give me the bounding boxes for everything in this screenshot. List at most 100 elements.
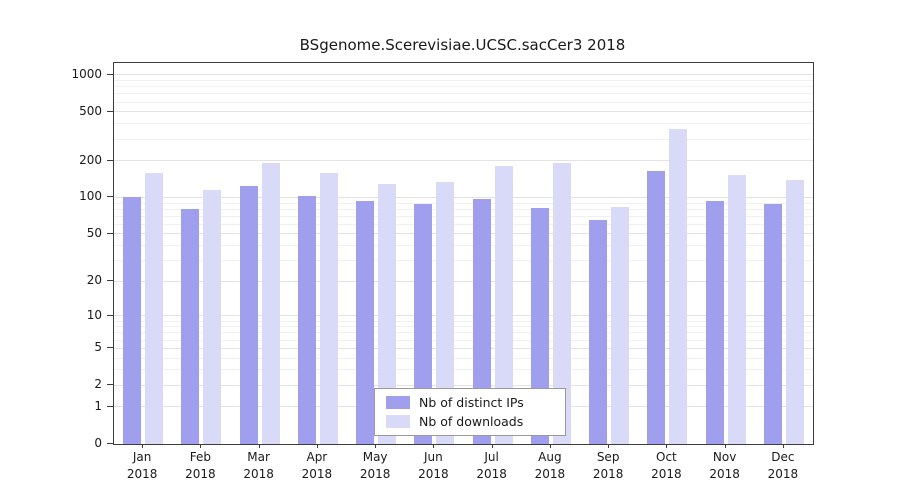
bar-distinct-ips — [647, 170, 666, 444]
plot-area — [113, 62, 814, 445]
y-axis-tick-label: 200 — [79, 152, 102, 167]
gridline-minor — [114, 93, 813, 95]
gridline-minor — [114, 339, 813, 341]
x-label-month: Nov — [712, 450, 737, 464]
x-axis-tick-mark — [200, 444, 202, 448]
x-axis-tick-mark — [258, 444, 260, 448]
x-label-year: 2018 — [592, 467, 624, 481]
legend-item-distinct-ips: Nb of distinct IPs — [386, 395, 554, 410]
x-label-month: Feb — [189, 450, 211, 464]
y-axis-tick-mark — [107, 196, 113, 198]
bar-distinct-ips — [705, 201, 724, 444]
x-label-month: Jul — [484, 450, 499, 464]
bar-downloads — [203, 190, 222, 444]
x-axis-label: May 2018 — [345, 449, 405, 483]
gridline-major — [114, 111, 813, 113]
x-axis-tick-mark — [666, 444, 668, 448]
x-label-year: 2018 — [243, 467, 274, 481]
y-axis-tick-label: 2 — [94, 377, 102, 392]
x-axis-label: Apr 2018 — [287, 449, 347, 483]
y-axis-tick-label: 0 — [94, 436, 102, 450]
gridline-minor — [114, 86, 813, 88]
x-label-year: 2018 — [767, 467, 799, 481]
x-label-month: Jun — [424, 450, 443, 464]
chart-title: BSgenome.Scerevisiae.UCSC.sacCer3 2018 — [299, 36, 626, 54]
x-label-month: Oct — [656, 450, 677, 464]
gridline-minor — [114, 260, 813, 262]
x-label-year: 2018 — [651, 467, 682, 481]
x-label-year: 2018 — [476, 467, 507, 481]
x-axis-tick-mark — [608, 444, 610, 448]
x-axis-tick-mark — [316, 444, 318, 448]
bar-downloads — [669, 128, 688, 444]
x-label-year: 2018 — [126, 467, 158, 481]
y-axis-tick-mark — [107, 314, 113, 316]
y-axis-tick-mark — [107, 232, 113, 234]
x-axis-tick-mark — [724, 444, 726, 448]
x-label-month: Aug — [538, 450, 562, 464]
gridline-minor — [114, 332, 813, 334]
gridline-minor — [114, 80, 813, 82]
bar-distinct-ips — [356, 201, 375, 444]
gridline-minor — [114, 245, 813, 247]
bar-distinct-ips — [297, 195, 316, 444]
x-axis-tick-mark — [549, 444, 551, 448]
legend: Nb of distinct IPs Nb of downloads — [374, 388, 566, 436]
y-axis-tick-label: 20 — [86, 273, 102, 288]
gridline-minor — [114, 202, 813, 204]
x-label-month: Dec — [771, 450, 795, 464]
bar-distinct-ips — [239, 185, 258, 444]
x-label-month: Jan — [132, 450, 152, 464]
bar-distinct-ips — [123, 197, 142, 444]
y-axis-tick-label: 1 — [94, 398, 102, 413]
gridline-minor — [114, 320, 813, 322]
legend-swatch-distinct-ips — [386, 396, 410, 409]
gridline-minor — [114, 138, 813, 140]
bar-downloads — [261, 163, 280, 444]
x-axis-label: Dec 2018 — [753, 449, 813, 483]
gridline-minor — [114, 326, 813, 328]
bar-downloads — [785, 179, 804, 444]
gridline-minor — [114, 101, 813, 103]
legend-label-downloads: Nb of downloads — [419, 414, 524, 429]
y-axis-tick-mark — [107, 443, 113, 444]
bar-downloads — [727, 175, 746, 444]
x-label-year: 2018 — [185, 467, 216, 481]
x-label-month: Sep — [596, 450, 620, 464]
y-axis-tick-mark — [107, 347, 113, 349]
legend-item-downloads: Nb of downloads — [386, 414, 554, 429]
x-axis-tick-mark — [491, 444, 493, 448]
gridline-minor — [114, 223, 813, 225]
x-label-year: 2018 — [301, 467, 333, 481]
gridline-major — [114, 280, 813, 282]
bar-distinct-ips — [414, 204, 433, 444]
y-axis-tick-mark — [107, 110, 113, 112]
bar-downloads — [378, 184, 397, 444]
x-label-month: Apr — [306, 450, 328, 464]
bar-downloads — [319, 172, 338, 444]
bar-distinct-ips — [589, 220, 608, 444]
y-axis-tick-mark — [107, 159, 113, 161]
gridline-major — [114, 347, 813, 349]
gridline-major — [114, 160, 813, 162]
gridline-minor — [114, 357, 813, 359]
bar-downloads — [145, 172, 164, 444]
legend-swatch-downloads — [386, 415, 410, 428]
y-axis-tick-mark — [107, 405, 113, 407]
y-axis-tick-mark — [107, 384, 113, 386]
bar-downloads — [436, 181, 455, 444]
y-axis-tick-label: 1000 — [71, 66, 102, 81]
y-axis-tick-mark — [107, 280, 113, 282]
x-axis-tick-mark — [375, 444, 377, 448]
y-axis-tick-label: 5 — [94, 340, 102, 355]
bar-distinct-ips — [181, 209, 200, 444]
bar-distinct-ips — [472, 199, 491, 444]
bar-downloads — [611, 207, 630, 444]
x-axis-label: Nov 2018 — [695, 449, 755, 483]
x-axis-label: Aug 2018 — [520, 449, 580, 483]
gridline-major — [114, 384, 813, 386]
y-axis-tick-label: 50 — [86, 225, 102, 240]
bar-distinct-ips — [530, 207, 549, 444]
x-axis-label: Jan 2018 — [112, 449, 172, 483]
